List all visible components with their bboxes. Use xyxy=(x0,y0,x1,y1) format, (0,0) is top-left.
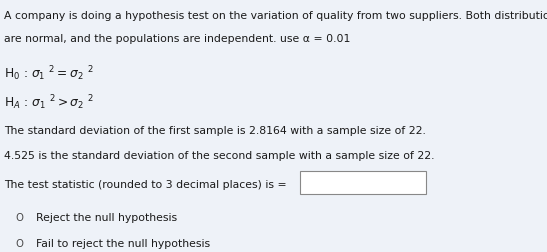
Text: H$_A$ : $\sigma_1\ ^2 > \sigma_2\ ^2$: H$_A$ : $\sigma_1\ ^2 > \sigma_2\ ^2$ xyxy=(4,93,95,112)
Text: O: O xyxy=(15,238,24,248)
Text: are normal, and the populations are independent. use α = 0.01: are normal, and the populations are inde… xyxy=(4,34,351,44)
Text: H$_0$ : $\sigma_1\ ^2 = \sigma_2\ ^2$: H$_0$ : $\sigma_1\ ^2 = \sigma_2\ ^2$ xyxy=(4,64,94,83)
Text: Reject the null hypothesis: Reject the null hypothesis xyxy=(36,212,177,222)
Text: A company is doing a hypothesis test on the variation of quality from two suppli: A company is doing a hypothesis test on … xyxy=(4,11,547,21)
Text: The standard deviation of the first sample is 2.8164 with a sample size of 22.: The standard deviation of the first samp… xyxy=(4,126,426,136)
Text: O: O xyxy=(15,212,24,222)
FancyBboxPatch shape xyxy=(300,171,426,194)
Text: Fail to reject the null hypothesis: Fail to reject the null hypothesis xyxy=(36,238,210,248)
Text: 4.525 is the standard deviation of the second sample with a sample size of 22.: 4.525 is the standard deviation of the s… xyxy=(4,150,435,160)
Text: The test statistic (rounded to 3 decimal places) is =: The test statistic (rounded to 3 decimal… xyxy=(4,179,287,189)
